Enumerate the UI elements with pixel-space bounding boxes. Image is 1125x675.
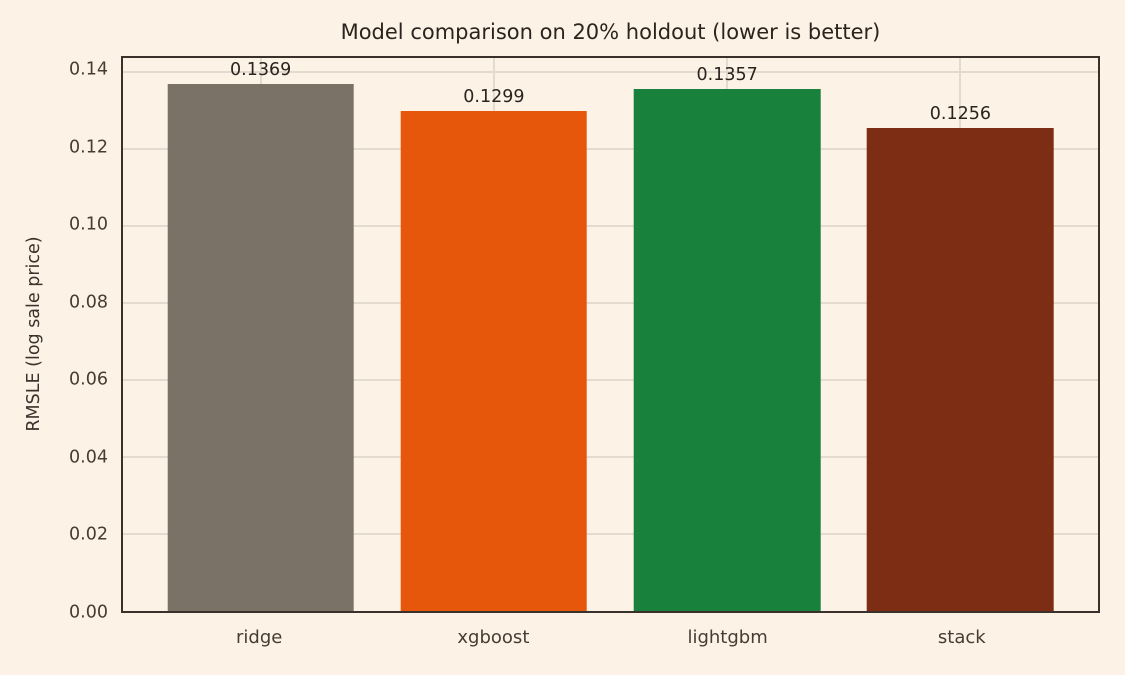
x-axis-ticks: ridge xgboost lightgbm stack [121, 615, 1100, 660]
bar-lightgbm [633, 88, 821, 611]
bar-xgboost [400, 111, 588, 611]
ytick-label: 0.08 [69, 292, 108, 313]
h-gridline [123, 302, 1098, 305]
h-gridline [123, 456, 1098, 459]
plot-area: 0.1369 0.1299 0.1357 0.1256 [121, 56, 1100, 613]
h-gridline [123, 71, 1098, 74]
h-gridline [123, 533, 1098, 536]
y-axis-ticks: 0.00 0.02 0.04 0.06 0.08 0.10 0.12 0.14 [0, 56, 121, 621]
bar-value-label: 0.1256 [929, 103, 991, 124]
ytick-label: 0.00 [69, 602, 108, 623]
ytick-label: 0.14 [69, 59, 108, 80]
h-gridline [123, 148, 1098, 151]
ytick-label: 0.04 [69, 447, 108, 468]
xtick-label-ridge: ridge [236, 627, 283, 648]
h-gridline [123, 379, 1098, 382]
chart-title: Model comparison on 20% holdout (lower i… [340, 20, 881, 44]
ytick-label: 0.12 [69, 137, 108, 158]
bar-stack [867, 127, 1054, 611]
xtick-label-lightgbm: lightgbm [687, 627, 768, 648]
ytick-label: 0.06 [69, 369, 108, 390]
xtick-label-stack: stack [937, 627, 986, 648]
bar-ridge [167, 84, 354, 611]
ytick-label: 0.10 [69, 214, 108, 235]
bar-value-label: 0.1369 [229, 60, 292, 81]
xtick-label-xgboost: xgboost [457, 627, 530, 648]
bar-value-label: 0.1299 [463, 87, 525, 108]
h-gridline [123, 225, 1098, 228]
bar-value-label: 0.1357 [696, 64, 758, 85]
ytick-label: 0.02 [69, 524, 108, 545]
plot-inner: 0.1369 0.1299 0.1357 0.1256 [123, 58, 1098, 611]
